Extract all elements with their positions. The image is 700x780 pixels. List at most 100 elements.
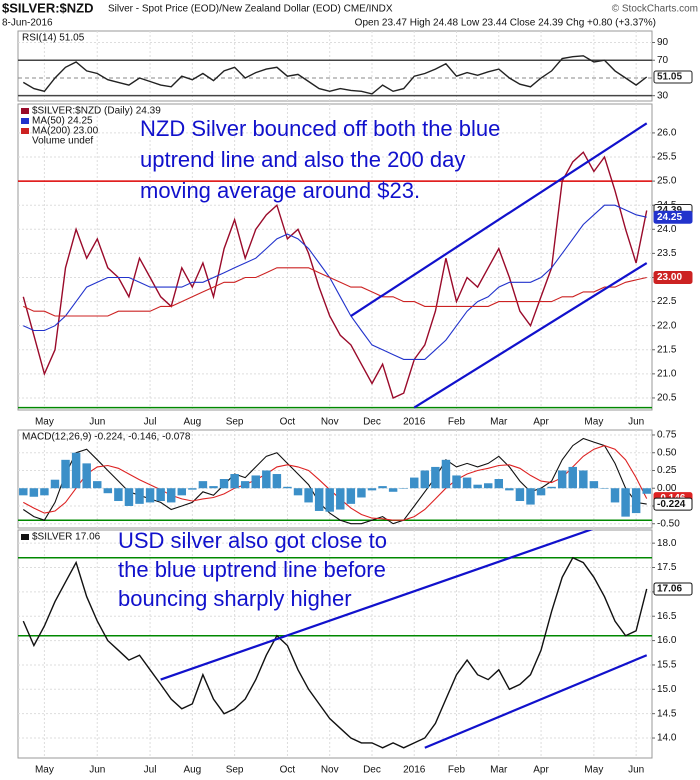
histogram-bar <box>621 488 630 517</box>
histogram-bar <box>135 488 144 504</box>
histogram-bar <box>209 486 218 489</box>
histogram-bar <box>251 475 260 489</box>
histogram-bar <box>314 488 324 511</box>
y-tick-label: 21.0 <box>657 368 677 379</box>
histogram-bar <box>473 484 482 489</box>
value-badge <box>653 497 693 511</box>
x-tick-label: Jun <box>628 417 644 428</box>
quote: Open 23.47 High 24.48 Low 23.44 Close 24… <box>355 18 656 29</box>
histogram-bar <box>325 488 334 512</box>
legend-label: $SILVER 17.06 <box>32 532 101 543</box>
histogram-bar <box>29 488 39 497</box>
x-tick-label: Jul <box>144 417 157 428</box>
y-tick-label: 0.50 <box>657 447 677 458</box>
legend-swatch <box>21 128 29 134</box>
value-badge <box>653 70 693 84</box>
histogram-bar <box>40 488 49 496</box>
value-badge-label: 23.00 <box>657 272 682 283</box>
x-tick-label: May <box>584 417 603 428</box>
histogram-bar <box>283 486 292 489</box>
histogram-bar <box>145 488 155 503</box>
histogram-bar <box>177 488 187 496</box>
histogram-bar <box>610 488 620 503</box>
copyright: © StockCharts.com <box>612 4 698 15</box>
histogram-bar <box>71 452 81 489</box>
histogram-bar <box>293 488 303 496</box>
y-tick-label: 30 <box>657 90 669 101</box>
trend-line <box>160 530 594 681</box>
value-badge <box>653 270 693 284</box>
y-tick-label: 0.75 <box>657 430 677 441</box>
histogram-bar <box>483 483 493 489</box>
x-tick-label: Dec <box>363 765 381 776</box>
histogram-bar <box>156 488 165 502</box>
y-tick-label: 0.25 <box>657 465 677 476</box>
y-tick-label: 22.0 <box>657 320 677 331</box>
x-tick-label: Feb <box>448 765 466 776</box>
histogram-bar <box>50 479 60 489</box>
series-line <box>23 267 647 317</box>
x-tick-label: Aug <box>183 417 201 428</box>
y-tick-label: 16.0 <box>657 635 677 646</box>
histogram-bar <box>441 459 451 489</box>
y-tick-label: 25.0 <box>657 176 677 187</box>
x-tick-label: Jun <box>628 765 644 776</box>
series-line <box>22 556 648 749</box>
annotation: uptrend line and also the 200 day <box>140 147 465 172</box>
annotation: the blue uptrend line before <box>118 557 386 582</box>
histogram-bar <box>378 486 387 489</box>
panel <box>17 103 653 411</box>
y-tick-label: 25.5 <box>657 152 677 163</box>
x-tick-label: Feb <box>448 417 466 428</box>
y-tick-label: 16.5 <box>657 611 677 622</box>
histogram-bar <box>462 477 472 489</box>
x-tick-label: Oct <box>280 765 296 776</box>
legend-label: MA(200) 23.00 <box>32 126 99 137</box>
plot <box>18 530 652 758</box>
histogram-bar <box>547 486 556 489</box>
y-tick-label: 90 <box>657 37 669 48</box>
y-tick-label: 24.0 <box>657 224 677 235</box>
x-tick-label: Jun <box>89 765 105 776</box>
histogram-bar <box>82 463 91 489</box>
value-badge <box>653 210 693 224</box>
panel-title: MACD(12,26,9) -0.224, -0.146, -0.078 <box>22 432 191 443</box>
x-tick-label: Mar <box>490 417 508 428</box>
histogram-bar <box>515 488 525 502</box>
value-badge-label: 24.25 <box>657 212 682 223</box>
histogram-bar <box>410 477 419 489</box>
y-tick-label: 18.0 <box>657 538 677 549</box>
y-tick-label: -0.50 <box>657 518 680 529</box>
x-tick-label: Apr <box>533 765 549 776</box>
histogram-bar <box>93 481 102 489</box>
histogram-bar <box>505 488 514 491</box>
histogram-bar <box>526 488 535 505</box>
histogram-bar <box>367 488 377 491</box>
histogram-bar <box>272 474 282 489</box>
y-tick-label: 15.5 <box>657 660 677 671</box>
histogram-bar <box>304 488 313 503</box>
histogram-bar <box>103 488 113 494</box>
date: 8-Jun-2016 <box>2 18 53 29</box>
series-line <box>22 55 648 95</box>
histogram-bar <box>336 488 345 510</box>
histogram-bar <box>346 488 356 504</box>
value-badge-label: 24.39 <box>657 205 682 216</box>
x-tick-label: Sep <box>226 417 244 428</box>
legend-swatch <box>21 108 29 114</box>
histogram-bar <box>589 481 599 489</box>
histogram-bar <box>568 466 577 489</box>
series-line <box>22 151 648 399</box>
histogram-bar <box>166 488 176 503</box>
histogram-bar <box>114 488 123 502</box>
value-badge <box>653 582 693 596</box>
x-tick-label: Dec <box>363 417 381 428</box>
histogram-bar <box>494 479 504 489</box>
y-tick-label: 70 <box>657 55 669 66</box>
x-tick-label: Nov <box>321 765 339 776</box>
histogram-bar <box>230 474 239 489</box>
histogram-bar <box>420 470 430 489</box>
value-badge-label: 17.06 <box>657 584 682 595</box>
legend-swatch <box>21 534 29 540</box>
